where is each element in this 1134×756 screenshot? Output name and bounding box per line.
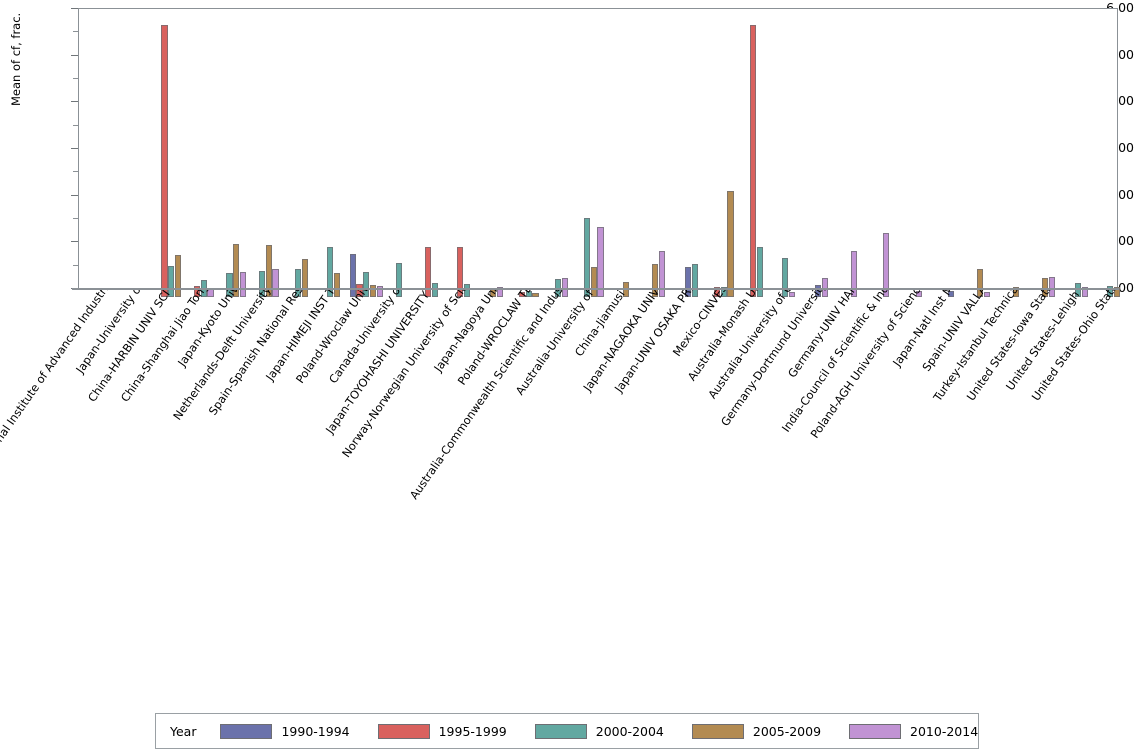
bar [850,251,857,297]
legend-item-label: 2010-2014 [910,723,979,739]
bar [369,285,377,297]
bar [356,283,363,297]
bar [174,255,182,297]
bar [193,286,201,297]
bar-series-container [157,17,1134,297]
bar [720,286,727,297]
bar [265,245,272,297]
bar [1042,278,1049,297]
bar [583,217,591,297]
bar [168,266,175,297]
bar [883,232,890,297]
bar [376,285,383,297]
bar [684,266,691,297]
y-tick-minor-mark [73,218,78,219]
bar [1013,286,1020,297]
bar [334,272,341,297]
legend[interactable]: Year 1990-1994 1995-1999 2000-2004 2005-200… [155,713,979,749]
bar [915,291,922,297]
y-tick-minor-mark [73,264,78,266]
bar [518,292,526,297]
bar [590,266,597,297]
legend-color-swatch [377,723,430,739]
bar [814,285,821,297]
bar [294,269,301,297]
legend-title: Year [170,723,197,739]
y-tick-mark [71,54,78,56]
bar [727,190,734,297]
bar [1081,287,1088,297]
bar [821,277,828,297]
legend-item[interactable]: 1995-1999 [377,723,507,739]
legend-item[interactable]: 2010-2014 [849,723,979,739]
legend-item[interactable]: 2000-2004 [534,723,664,739]
y-tick-mark [71,8,78,9]
bar [525,290,532,297]
bar [301,258,308,297]
y-tick-minor-mark [73,78,78,79]
bar [349,253,356,297]
bar [457,247,464,297]
legend-color-swatch [534,723,587,739]
bar [597,227,604,297]
bar [258,270,266,297]
bar [532,293,539,297]
bar [1049,276,1056,297]
x-axis-tick-labels: Japan-National Institute of Advanced Ind… [0,290,1134,710]
plot-area [78,8,1121,297]
y-tick-mark [71,148,78,149]
bar [659,251,666,297]
bar [749,24,756,297]
legend-item-label: 2005-2009 [752,723,822,739]
legend-item[interactable]: 2005-2009 [691,723,822,739]
y-tick-minor-mark [73,171,78,173]
y-tick-mark [71,101,78,103]
y-tick-mark [71,194,78,196]
bar [1107,286,1114,297]
bar [496,286,503,297]
y-axis-title: Mean of cf, frac. [9,12,23,106]
bar [363,272,370,297]
legend-item-label: 1990-1994 [281,723,350,739]
legend-items: 1990-1994 1995-1999 2000-2004 2005-2009 2010… [220,723,1006,739]
legend-color-swatch [220,723,273,739]
bar [239,272,247,297]
bar [713,287,721,297]
legend-item[interactable]: 1990-1994 [220,723,350,739]
bar [948,291,955,297]
bar [1114,286,1121,297]
bar [789,292,796,297]
bar [464,284,471,297]
bar [756,247,763,297]
bar [431,283,438,297]
bar [424,247,431,297]
bar [977,269,984,297]
bar [272,268,279,297]
bar [395,263,402,297]
bar [984,291,991,297]
bar [233,244,240,297]
y-tick-minor-mark [73,31,78,33]
legend-item-label: 2000-2004 [595,723,664,739]
legend-color-swatch [691,723,744,739]
bar [161,24,168,297]
bar [554,278,561,297]
y-tick-minor-mark [73,124,78,126]
legend-item-label: 1995-1999 [438,723,507,739]
legend-color-swatch [849,723,902,739]
bar [652,263,659,297]
bar [691,264,698,297]
bar [561,277,568,297]
bar [327,246,334,297]
x-axis-line [72,288,1119,290]
y-tick-mark [71,241,78,243]
bar [226,273,233,297]
bar [782,258,789,297]
